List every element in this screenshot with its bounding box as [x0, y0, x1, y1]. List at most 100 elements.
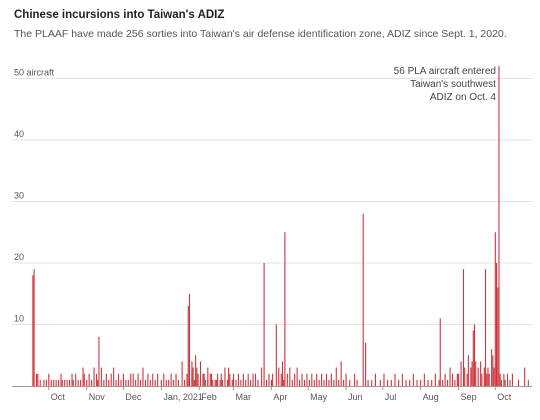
bar: [439, 318, 441, 386]
bar: [268, 373, 270, 386]
x-tick-label: Mar: [236, 392, 252, 402]
bar: [135, 379, 137, 386]
bar: [247, 373, 249, 386]
bar: [195, 355, 197, 386]
bar: [217, 373, 219, 386]
bar: [470, 367, 472, 386]
bar: [494, 232, 496, 386]
bar: [323, 379, 325, 386]
bar: [60, 373, 62, 386]
bar: [316, 373, 318, 386]
bar: [45, 379, 47, 386]
annotation-text: ADIZ on Oct. 4: [430, 92, 497, 103]
bar: [495, 262, 498, 386]
bar: [115, 379, 117, 386]
bar: [338, 379, 340, 386]
bar: [527, 379, 529, 386]
bar: [83, 373, 85, 386]
x-tick-label: Jul: [385, 392, 397, 402]
bar: [228, 367, 230, 386]
bar: [296, 367, 298, 386]
bar: [197, 373, 199, 386]
bar: [98, 336, 100, 386]
x-tick-label: Sep: [461, 392, 477, 402]
bar: [487, 367, 489, 386]
bar: [245, 379, 247, 386]
bar: [77, 379, 79, 386]
bar: [462, 269, 465, 386]
bar: [278, 367, 280, 386]
bar: [427, 379, 429, 386]
bar: [379, 379, 381, 386]
bar: [97, 379, 99, 386]
x-tick-label: May: [310, 392, 328, 402]
bar: [447, 379, 449, 386]
bar: [58, 379, 60, 386]
bar: [173, 379, 175, 386]
bar: [330, 373, 332, 386]
bar: [313, 379, 315, 386]
bar: [168, 379, 170, 386]
bar: [95, 373, 98, 386]
bar: [405, 379, 407, 386]
y-tick-label: 30: [14, 190, 24, 200]
bar: [120, 379, 122, 386]
bar: [117, 373, 120, 386]
bar: [517, 379, 520, 386]
bar: [36, 373, 38, 386]
bar: [48, 373, 50, 386]
bar: [157, 373, 159, 386]
bar: [318, 379, 320, 386]
bar: [280, 373, 282, 386]
bar: [86, 379, 88, 386]
bar: [204, 379, 206, 386]
bar: [220, 373, 222, 386]
bar: [127, 379, 129, 386]
bar: [409, 379, 411, 386]
bar: [192, 367, 194, 386]
bar: [50, 379, 52, 386]
bar: [365, 342, 367, 386]
bar: [72, 379, 74, 386]
bar: [88, 373, 90, 386]
bar: [235, 379, 237, 386]
bar: [165, 379, 167, 386]
bar: [497, 287, 499, 386]
bar: [154, 379, 156, 386]
bar: [263, 262, 265, 386]
chart-title: Chinese incursions into Taiwan's ADIZ: [14, 9, 225, 21]
bar: [231, 379, 233, 386]
bar: [343, 379, 345, 386]
bar: [423, 373, 425, 386]
bar: [390, 379, 392, 386]
bar: [229, 373, 231, 386]
bar: [144, 379, 146, 386]
bar: [442, 379, 444, 386]
bar: [492, 355, 494, 386]
bar: [257, 379, 259, 386]
bar: [434, 373, 436, 386]
y-tick-label: 50 aircraft: [14, 67, 55, 77]
bar: [524, 367, 526, 386]
bar: [32, 275, 34, 386]
bar: [438, 379, 440, 386]
bar: [500, 379, 502, 386]
bar: [383, 373, 385, 386]
bar: [335, 367, 337, 386]
bar: [387, 379, 389, 386]
bar: [261, 367, 263, 386]
bar: [105, 373, 107, 386]
bar: [175, 373, 177, 386]
bar: [53, 379, 55, 386]
bar: [506, 373, 509, 386]
bar: [308, 379, 310, 386]
bar: [43, 379, 45, 386]
bar: [488, 373, 490, 386]
bar: [340, 361, 342, 386]
bar: [511, 373, 513, 386]
bar: [491, 349, 493, 386]
bar: [221, 379, 224, 386]
bar: [103, 379, 105, 386]
bar: [64, 379, 66, 386]
